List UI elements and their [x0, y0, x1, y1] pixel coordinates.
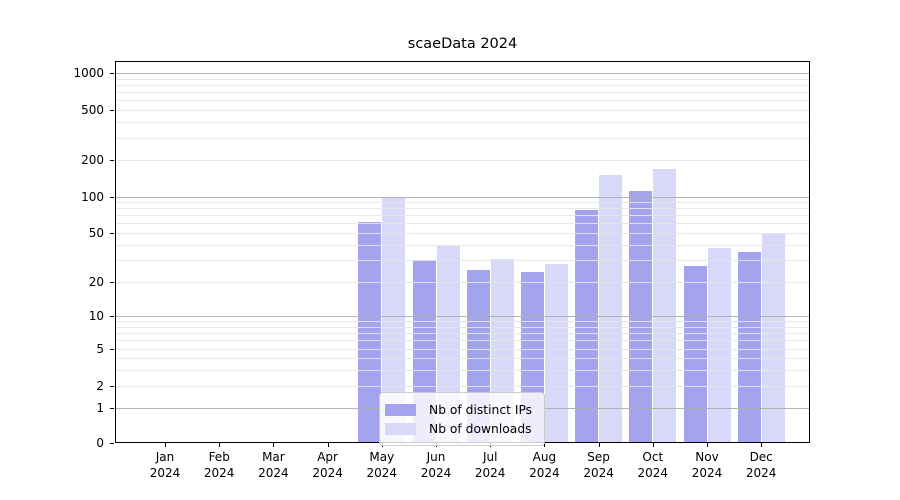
- y-tick-mark-10: [110, 316, 114, 317]
- x-tick-label-May-2024: May 2024: [366, 450, 398, 480]
- y-tick-label-10: 10: [88, 309, 104, 323]
- minor-gridline-40: [115, 244, 810, 246]
- x-tick-mark-Aug-2024: [544, 443, 546, 447]
- bars-layer: [115, 61, 810, 443]
- minor-gridline-5: [115, 349, 810, 350]
- y-tick-label-100: 100: [81, 189, 104, 204]
- x-tick-label-Aug-2024: Aug 2024: [529, 450, 560, 480]
- x-tick-label-Jun-2024: Jun 2024: [420, 450, 452, 480]
- minor-gridline-2: [115, 386, 810, 387]
- y-tick-mark-500: [110, 110, 114, 111]
- minor-gridline-900: [115, 78, 810, 80]
- x-tick-label-Mar-2024: Mar 2024: [258, 450, 289, 480]
- legend-item-distinct-ips: Nb of distinct IPs: [385, 401, 537, 418]
- y-tick-mark-1: [110, 408, 114, 409]
- minor-gridline-30: [115, 260, 810, 262]
- x-tick-label-Feb-2024: Feb 2024: [203, 450, 235, 480]
- bar-downloads-Sep-2024: [599, 175, 623, 443]
- x-tick-mark-Nov-2024: [707, 443, 708, 447]
- y-tick-mark-200: [110, 160, 114, 161]
- x-tick-label-Jan-2024: Jan 2024: [149, 450, 181, 480]
- y-tick-label-1: 1: [96, 401, 104, 415]
- x-tick-mark-Feb-2024: [219, 443, 221, 447]
- minor-gridline-7: [115, 332, 810, 334]
- x-tick-mark-Apr-2024: [327, 443, 329, 447]
- y-tick-mark-100: [110, 196, 114, 198]
- y-tick-mark-20: [110, 282, 114, 283]
- y-tick-label-50: 50: [88, 226, 104, 240]
- x-tick-label-Oct-2024: Oct 2024: [637, 450, 669, 480]
- y-tick-label-0: 0: [96, 436, 104, 450]
- y-tick-mark-5: [110, 349, 114, 350]
- minor-gridline-6: [115, 340, 810, 342]
- minor-gridline-400: [115, 122, 810, 124]
- bar-downloads-May-2024: [382, 196, 406, 443]
- y-tick-label-5: 5: [96, 342, 104, 356]
- legend-label-downloads: Nb of downloads: [429, 421, 532, 436]
- y-tick-mark-50: [110, 233, 114, 234]
- bar-distinct-ips-Nov-2024: [683, 265, 707, 443]
- minor-gridline-700: [115, 92, 810, 94]
- minor-gridline-800: [115, 84, 810, 86]
- legend-swatch-distinct-ips: [385, 403, 416, 416]
- plot-area: [115, 61, 810, 443]
- y-tick-mark-2: [110, 386, 114, 387]
- x-tick-label-Dec-2024: Dec 2024: [745, 450, 777, 480]
- y-tick-label-2: 2: [96, 379, 104, 393]
- bar-distinct-ips-Sep-2024: [575, 209, 599, 443]
- legend: Nb of distinct IPs Nb of downloads: [379, 392, 545, 446]
- x-tick-mark-Jan-2024: [165, 443, 166, 447]
- major-gridline-100: [115, 196, 810, 198]
- minor-gridline-80: [115, 208, 810, 210]
- minor-gridline-60: [115, 223, 810, 225]
- minor-gridline-3: [115, 369, 810, 371]
- minor-gridline-8: [115, 326, 810, 328]
- x-tick-label-Nov-2024: Nov 2024: [691, 450, 723, 480]
- minor-gridline-50: [115, 233, 810, 234]
- minor-gridline-90: [115, 202, 810, 204]
- x-tick-mark-Oct-2024: [652, 443, 654, 447]
- bar-distinct-ips-Dec-2024: [737, 252, 761, 443]
- y-tick-label-1000: 1000: [73, 66, 104, 80]
- minor-gridline-200: [115, 160, 810, 161]
- y-tick-label-20: 20: [88, 275, 104, 289]
- x-tick-mark-Sep-2024: [598, 443, 600, 447]
- chart-title: scaeData 2024: [407, 36, 518, 52]
- y-tick-label-200: 200: [81, 153, 104, 167]
- x-tick-label-Sep-2024: Sep 2024: [583, 450, 614, 480]
- y-tick-mark-1000: [110, 73, 114, 74]
- bar-distinct-ips-Oct-2024: [629, 191, 653, 443]
- minor-gridline-4: [115, 358, 810, 359]
- bar-downloads-Nov-2024: [707, 247, 731, 443]
- x-tick-label-Jul-2024: Jul 2024: [474, 450, 506, 480]
- minor-gridline-600: [115, 100, 810, 102]
- legend-label-distinct-ips: Nb of distinct IPs: [429, 402, 533, 417]
- y-tick-label-500: 500: [81, 103, 104, 117]
- x-tick-label-Apr-2024: Apr 2024: [312, 450, 343, 480]
- major-gridline-10: [115, 316, 810, 317]
- x-tick-mark-Dec-2024: [761, 443, 763, 447]
- minor-gridline-9: [115, 321, 810, 323]
- major-gridline-1000: [115, 73, 810, 74]
- minor-gridline-20: [115, 282, 810, 283]
- gridlines-layer: [115, 61, 810, 443]
- minor-gridline-70: [115, 215, 810, 217]
- legend-item-downloads: Nb of downloads: [385, 420, 537, 437]
- x-tick-mark-Mar-2024: [273, 443, 275, 447]
- bar-downloads-Dec-2024: [761, 233, 785, 443]
- minor-gridline-500: [115, 110, 810, 111]
- bar-distinct-ips-May-2024: [358, 221, 382, 443]
- legend-swatch-downloads: [385, 422, 416, 435]
- bar-downloads-Oct-2024: [653, 168, 677, 443]
- minor-gridline-300: [115, 137, 810, 139]
- bar-downloads-Aug-2024: [544, 264, 568, 443]
- y-tick-mark-0: [110, 443, 114, 444]
